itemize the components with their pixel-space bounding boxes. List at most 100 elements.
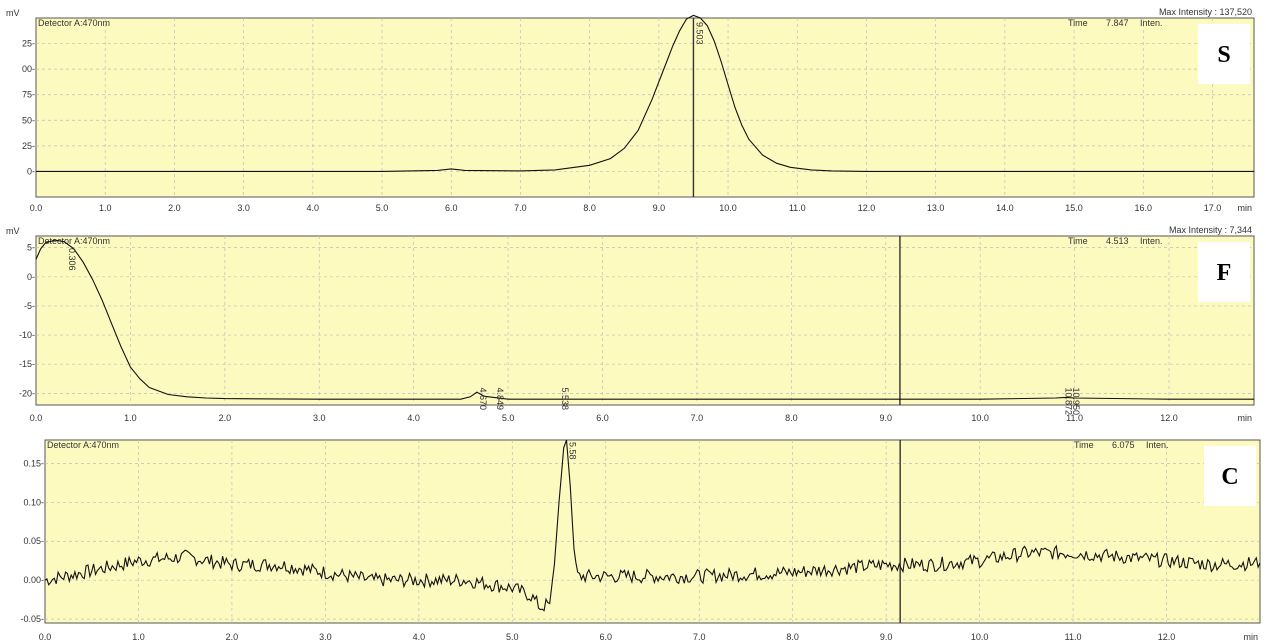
chart-panel-s: 0.0 1.0 2.0 3.0 4.0 5.0 6.0 7.0 8.0 9.0 10.0 11.0 12… [6, 7, 1255, 213]
max-intensity-label: Max Intensity : 137,520 [1159, 7, 1252, 17]
x-tick-label: 2.0 [168, 203, 181, 213]
y-tick-label: -15- [19, 359, 35, 369]
signal-trace [35, 239, 1254, 400]
y-tick-label: 25- [22, 141, 35, 151]
x-tick-label: 0.0 [30, 413, 43, 423]
y-tick-label: 75- [22, 90, 35, 100]
peak-label: 4.849 [495, 388, 505, 411]
x-tick-label: 7.0 [693, 632, 706, 642]
y-unit-label: mV [6, 226, 20, 236]
x-tick-label: 11.0 [1065, 632, 1082, 642]
x-tick-label: 17.0 [1204, 203, 1222, 213]
signal-trace [36, 14, 1254, 172]
x-tick-label: 12.0 [858, 203, 876, 213]
y-tick-label: -10- [19, 330, 35, 340]
peak-label: 4.670 [478, 388, 488, 411]
time-label: Time [1068, 18, 1088, 28]
x-tick-label: 1.0 [124, 413, 137, 423]
detector-label: Detector A:470nm [38, 236, 110, 246]
y-unit-label: mV [6, 8, 20, 18]
y-tick-label: 0- [27, 272, 35, 282]
x-tick-label: 3.0 [237, 203, 250, 213]
y-tick-label: 5- [27, 243, 35, 253]
panel-letter: C [1221, 464, 1238, 490]
x-tick-label: 14.0 [996, 203, 1014, 213]
x-tick-label: 16.0 [1135, 203, 1153, 213]
y-tick-label: 0.05- [23, 536, 44, 546]
x-unit-label: min [1237, 203, 1252, 213]
x-tick-label: 13.0 [927, 203, 945, 213]
x-tick-label: 11.0 [789, 203, 806, 213]
chart-panel-c: 0.0 1.0 2.0 3.0 4.0 5.0 6.0 7.0 8.0 9.0 10.0 11.0 12… [20, 439, 1261, 642]
x-unit-label: min [1243, 632, 1258, 642]
x-tick-label: 11.0 [1066, 413, 1083, 423]
x-tick-label: 1.0 [132, 632, 145, 642]
detector-label: Detector A:470nm [47, 440, 119, 450]
y-tick-label: -5- [24, 301, 35, 311]
time-label: Time [1074, 440, 1094, 450]
x-tick-label: 8.0 [785, 413, 798, 423]
peak-label: 9.503 [694, 22, 704, 45]
plot-area [35, 17, 1255, 198]
x-tick-label: 4.0 [307, 203, 320, 213]
x-unit-label: min [1237, 413, 1252, 423]
y-tick-label: -20- [19, 388, 35, 398]
signal-trace [44, 439, 1261, 612]
time-value: 7.847 [1106, 18, 1129, 28]
peak-label: 10.872 [1063, 388, 1073, 416]
plot-area [44, 439, 1261, 624]
inten-label: Inten. [1140, 18, 1163, 28]
x-tick-label: 3.0 [313, 413, 326, 423]
x-tick-label: 12.0 [1158, 632, 1176, 642]
time-label: Time [1068, 236, 1088, 246]
y-tick-label: 0.10- [23, 497, 44, 507]
x-tick-label: 12.0 [1160, 413, 1178, 423]
peak-label: 5.58 [568, 442, 578, 460]
x-tick-label: 3.0 [319, 632, 332, 642]
y-tick-label: 0- [27, 166, 35, 176]
time-value: 6.075 [1112, 440, 1135, 450]
x-tick-label: 2.0 [226, 632, 239, 642]
x-tick-label: 0.0 [30, 203, 43, 213]
x-tick-label: 10.0 [719, 203, 737, 213]
x-tick-label: 4.0 [413, 632, 426, 642]
inten-label: Inten. [1140, 236, 1163, 246]
inten-label: Inten. [1146, 440, 1169, 450]
x-tick-label: 6.0 [445, 203, 458, 213]
y-tick-label: 00- [22, 64, 35, 74]
x-tick-label: 2.0 [219, 413, 232, 423]
peak-label: 0.306 [67, 248, 77, 271]
x-tick-label: 7.0 [514, 203, 527, 213]
x-tick-label: 1.0 [99, 203, 112, 213]
panel-letter-box [1198, 24, 1250, 84]
x-tick-label: 9.0 [653, 203, 666, 213]
panel-letter: S [1217, 42, 1230, 68]
x-tick-label: 8.0 [583, 203, 596, 213]
x-tick-label: 5.0 [502, 413, 515, 423]
peak-label: 5.538 [560, 388, 570, 411]
x-tick-label: 6.0 [600, 632, 613, 642]
x-tick-label: 10.0 [971, 413, 989, 423]
x-tick-label: 9.0 [880, 413, 893, 423]
y-tick-label: 25- [22, 39, 35, 49]
y-tick-label: -0.05- [20, 614, 44, 624]
time-value: 4.513 [1106, 236, 1129, 246]
y-tick-label: 0.00- [23, 575, 44, 585]
detector-label: Detector A:470nm [38, 18, 110, 28]
chart-panel-f: 0.0 1.0 2.0 3.0 4.0 5.0 6.0 7.0 8.0 9.0 10.0 11.0 12… [6, 225, 1255, 423]
y-tick-label: 50- [22, 115, 35, 125]
plot-area [35, 235, 1255, 406]
peak-label: 10.950 [1071, 388, 1081, 416]
y-tick-label: 0.15- [23, 458, 44, 468]
x-tick-label: 4.0 [407, 413, 420, 423]
panel-letter-box [1204, 446, 1256, 506]
x-tick-label: 8.0 [786, 632, 799, 642]
x-tick-label: 0.0 [39, 632, 52, 642]
x-tick-label: 5.0 [376, 203, 389, 213]
x-tick-label: 7.0 [691, 413, 704, 423]
max-intensity-label: Max Intensity : 7,344 [1169, 225, 1252, 235]
x-tick-label: 6.0 [596, 413, 609, 423]
x-tick-label: 5.0 [506, 632, 519, 642]
x-tick-label: 15.0 [1065, 203, 1083, 213]
